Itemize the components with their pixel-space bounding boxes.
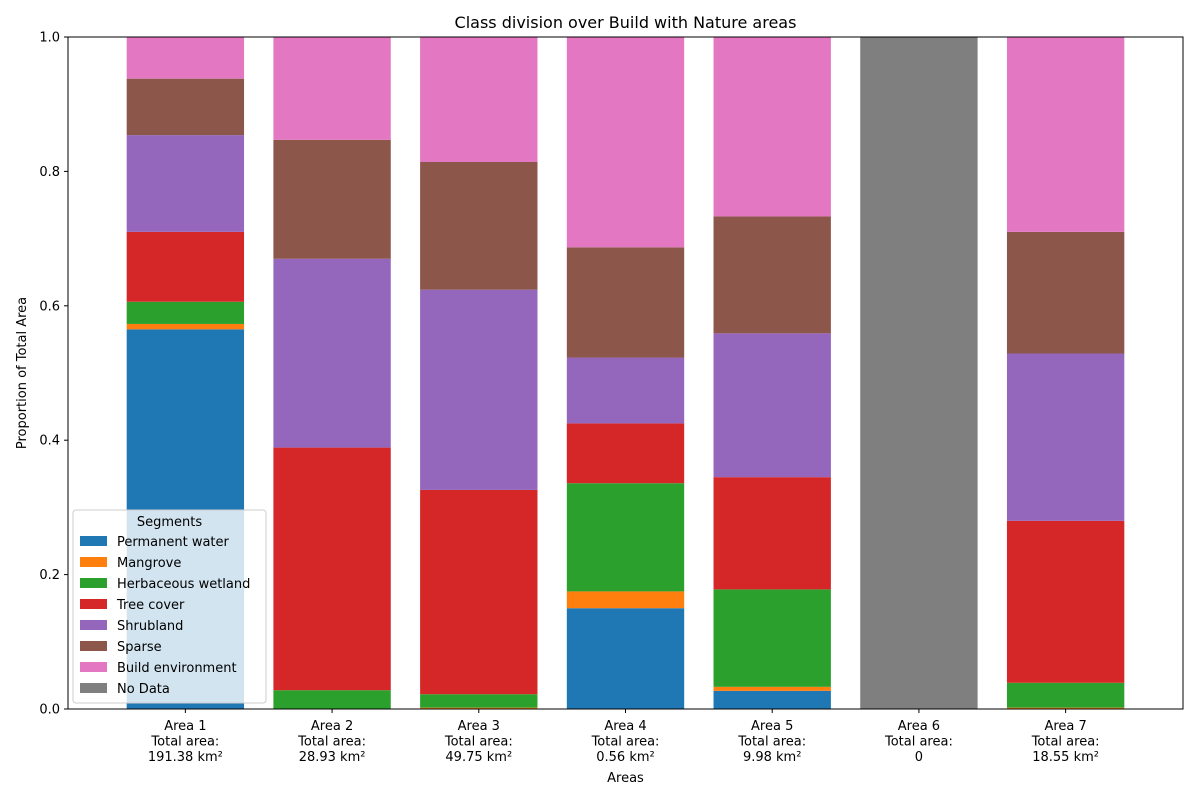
x-tick-label: Total area: bbox=[884, 735, 953, 750]
legend-label: Permanent water bbox=[117, 535, 230, 550]
x-axis-title: Areas bbox=[607, 771, 644, 786]
x-tick-label: Total area: bbox=[591, 735, 660, 750]
bar-segment-build-environment-area-2 bbox=[273, 37, 391, 140]
x-tick-label: 0.56 km² bbox=[596, 750, 654, 765]
y-tick-label: 0.8 bbox=[39, 165, 60, 180]
bar-segment-tree-cover-area-1 bbox=[126, 231, 245, 302]
bar-segment-mangrove-area-4 bbox=[566, 591, 685, 609]
bar-segment-mangrove-area-3 bbox=[420, 707, 538, 709]
bar-segment-sparse-area-7 bbox=[1006, 231, 1125, 354]
bar-segment-shrubland-area-2 bbox=[273, 258, 391, 448]
bar-segment-mangrove-area-1 bbox=[126, 323, 245, 330]
bar-segment-tree-cover-area-4 bbox=[566, 423, 685, 484]
x-tick-label: Area 2 bbox=[311, 719, 353, 734]
bar-segment-permanent-water-area-5 bbox=[713, 690, 831, 709]
x-tick-label: Total area: bbox=[150, 735, 219, 750]
legend-label: Sparse bbox=[117, 640, 162, 655]
bar-segment-mangrove-area-7 bbox=[1006, 707, 1125, 709]
bar-segment-herbaceous-wetland-area-1 bbox=[126, 301, 245, 324]
y-axis: 0.0 0.2 0.4 0.6 0.8 1.0 bbox=[39, 31, 68, 718]
x-tick-label: Area 4 bbox=[604, 719, 646, 734]
x-tick-label: 191.38 km² bbox=[148, 750, 223, 765]
bar-segment-sparse-area-1 bbox=[126, 78, 245, 136]
legend-box bbox=[72, 509, 267, 704]
bar-segment-sparse-area-5 bbox=[713, 216, 831, 334]
bars-layer bbox=[126, 37, 1125, 709]
legend-swatch bbox=[80, 578, 107, 588]
bar-segment-shrubland-area-5 bbox=[713, 333, 831, 478]
x-tick-label: Total area: bbox=[444, 735, 513, 750]
x-tick-label: Total area: bbox=[1031, 735, 1100, 750]
legend-swatch bbox=[80, 662, 107, 672]
legend-label: Herbaceous wetland bbox=[117, 577, 250, 592]
x-tick-label: Area 5 bbox=[751, 719, 793, 734]
bar-segment-permanent-water-area-4 bbox=[566, 608, 685, 709]
legend-label: No Data bbox=[117, 682, 170, 697]
x-tick-label: 0 bbox=[915, 750, 923, 765]
bar-segment-herbaceous-wetland-area-4 bbox=[566, 483, 685, 592]
bar-segment-shrubland-area-7 bbox=[1006, 353, 1125, 521]
bar-segment-no-data-area-6 bbox=[860, 37, 978, 709]
x-tick-label: Area 1 bbox=[164, 719, 206, 734]
bar-segment-sparse-area-3 bbox=[420, 161, 538, 290]
x-tick-label: 18.55 km² bbox=[1032, 750, 1099, 765]
legend-label: Build environment bbox=[117, 661, 237, 676]
bar-segment-herbaceous-wetland-area-7 bbox=[1006, 682, 1125, 708]
bar-segment-tree-cover-area-3 bbox=[420, 489, 538, 695]
y-tick-label: 0.6 bbox=[39, 299, 60, 314]
bar-segment-build-environment-area-5 bbox=[713, 37, 831, 217]
bar-segment-shrubland-area-1 bbox=[126, 135, 245, 232]
chart-title: Class division over Build with Nature ar… bbox=[455, 13, 797, 32]
bar-segment-tree-cover-area-7 bbox=[1006, 520, 1125, 683]
legend-title: Segments bbox=[137, 515, 203, 530]
bar-segment-build-environment-area-4 bbox=[566, 37, 685, 248]
legend-swatch bbox=[80, 557, 107, 567]
bar-segment-sparse-area-2 bbox=[273, 139, 391, 259]
legend-swatch bbox=[80, 536, 107, 546]
x-tick-label: 9.98 km² bbox=[743, 750, 801, 765]
legend-label: Mangrove bbox=[117, 556, 181, 571]
x-tick-label: Area 7 bbox=[1044, 719, 1086, 734]
bar-segment-sparse-area-4 bbox=[566, 247, 685, 358]
bar-segment-build-environment-area-1 bbox=[126, 37, 245, 79]
legend-label: Tree cover bbox=[116, 598, 185, 613]
y-tick-label: 1.0 bbox=[39, 31, 60, 46]
y-axis-title: Proportion of Total Area bbox=[15, 297, 30, 449]
bar-segment-herbaceous-wetland-area-2 bbox=[273, 690, 391, 709]
y-tick-label: 0.4 bbox=[39, 434, 60, 449]
legend-swatch bbox=[80, 641, 107, 651]
x-tick-label: 28.93 km² bbox=[299, 750, 366, 765]
bar-segment-tree-cover-area-5 bbox=[713, 477, 831, 590]
x-tick-label: Total area: bbox=[297, 735, 366, 750]
bar-segment-build-environment-area-7 bbox=[1006, 37, 1125, 232]
legend: Segments Permanent water Mangrove Herbaceou… bbox=[72, 509, 267, 704]
y-tick-label: 0.2 bbox=[39, 568, 60, 583]
bar-segment-build-environment-area-3 bbox=[420, 37, 538, 162]
x-tick-label: Area 3 bbox=[458, 719, 500, 734]
bar-segment-tree-cover-area-2 bbox=[273, 447, 391, 691]
x-tick-label: Area 6 bbox=[898, 719, 940, 734]
bar-segment-herbaceous-wetland-area-3 bbox=[420, 694, 538, 708]
legend-swatch bbox=[80, 620, 107, 630]
legend-label: Shrubland bbox=[117, 619, 183, 634]
y-tick-label: 0.0 bbox=[39, 703, 60, 718]
bar-segment-mangrove-area-5 bbox=[713, 686, 831, 691]
legend-swatch bbox=[80, 683, 107, 693]
legend-swatch bbox=[80, 599, 107, 609]
bar-segment-shrubland-area-4 bbox=[566, 357, 685, 424]
x-tick-label: 49.75 km² bbox=[445, 750, 512, 765]
bar-segment-herbaceous-wetland-area-5 bbox=[713, 589, 831, 687]
x-tick-label: Total area: bbox=[737, 735, 806, 750]
bar-segment-shrubland-area-3 bbox=[420, 289, 538, 490]
